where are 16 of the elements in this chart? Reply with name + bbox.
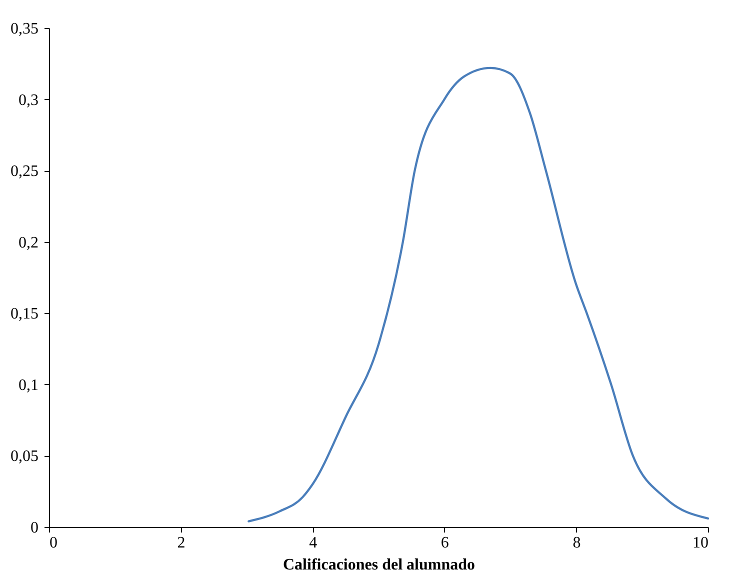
y-tick-label: 0,25 bbox=[10, 163, 38, 180]
line-series bbox=[248, 66, 710, 522]
x-tick-label: 0 bbox=[50, 534, 58, 552]
x-tick-label: 6 bbox=[440, 534, 449, 552]
y-tick-label: 0,1 bbox=[18, 376, 38, 394]
x-axis-title: Calificaciones del alumnado bbox=[282, 556, 476, 574]
y-tick-label: 0 bbox=[30, 520, 38, 536]
x-tick-label: 8 bbox=[572, 534, 581, 552]
y-tick-label: 0,3 bbox=[18, 92, 38, 109]
x-tick-label: 2 bbox=[177, 534, 186, 552]
x-tick-label: 10 bbox=[692, 534, 708, 552]
y-tick-label: 0,05 bbox=[10, 448, 38, 466]
y-tick-label: 0,35 bbox=[10, 20, 38, 38]
x-tick-label: 4 bbox=[309, 534, 318, 552]
y-tick-label: 0,2 bbox=[18, 234, 38, 252]
y-tick-label: 0,15 bbox=[10, 306, 38, 323]
